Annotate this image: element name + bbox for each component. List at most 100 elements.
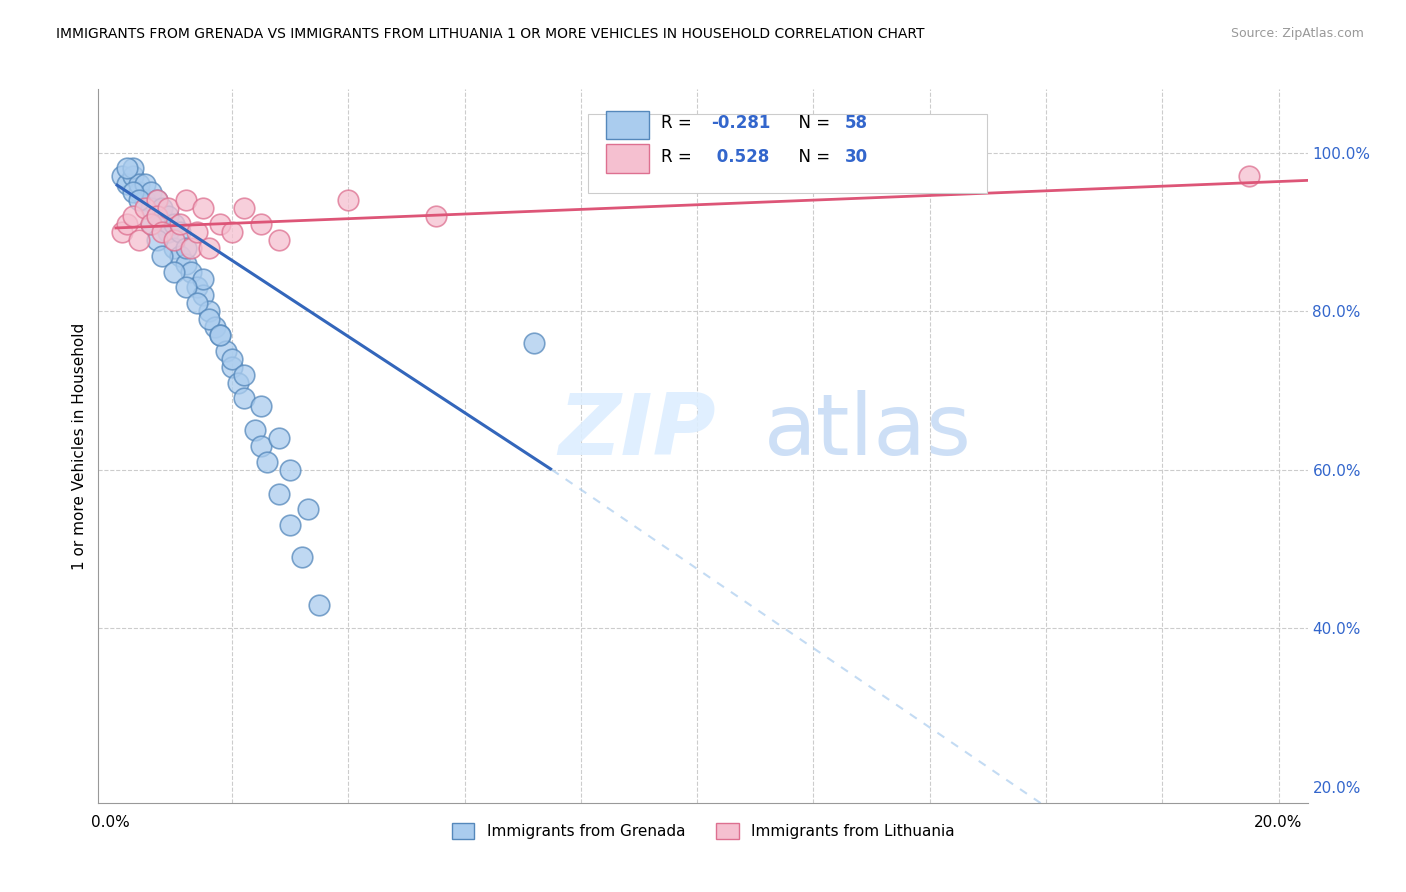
Point — [337, 193, 360, 207]
Point — [180, 241, 202, 255]
Point — [145, 209, 167, 223]
Point — [139, 201, 162, 215]
Point — [150, 217, 173, 231]
Point — [122, 161, 145, 176]
Point — [117, 178, 139, 192]
Point — [256, 455, 278, 469]
Point — [122, 169, 145, 184]
Point — [169, 225, 191, 239]
Point — [128, 178, 150, 192]
Bar — [606, 111, 648, 139]
Point — [250, 439, 273, 453]
Point — [308, 598, 330, 612]
Point — [186, 280, 208, 294]
Point — [139, 217, 162, 231]
Point — [278, 518, 301, 533]
Point — [204, 320, 226, 334]
Point — [169, 217, 191, 231]
Point — [278, 463, 301, 477]
Point — [128, 233, 150, 247]
Point — [145, 233, 167, 247]
Point — [186, 296, 208, 310]
Point — [128, 186, 150, 200]
Point — [111, 225, 134, 239]
Text: atlas: atlas — [763, 390, 972, 474]
Point — [191, 288, 214, 302]
Point — [191, 272, 214, 286]
Point — [145, 209, 167, 223]
Point — [134, 178, 156, 192]
Point — [134, 193, 156, 207]
Point — [117, 161, 139, 176]
Y-axis label: 1 or more Vehicles in Household: 1 or more Vehicles in Household — [72, 322, 87, 570]
Point — [267, 233, 290, 247]
Point — [122, 186, 145, 200]
Point — [198, 304, 221, 318]
Point — [174, 257, 197, 271]
Point — [191, 201, 214, 215]
Point — [198, 241, 221, 255]
Point — [122, 209, 145, 223]
Point — [209, 328, 232, 343]
Point — [174, 193, 197, 207]
Point — [163, 233, 186, 247]
Point — [157, 225, 180, 239]
Text: N =: N = — [787, 114, 835, 132]
Point — [145, 193, 167, 207]
Point — [232, 368, 254, 382]
Point — [267, 431, 290, 445]
Point — [169, 249, 191, 263]
Point — [163, 264, 186, 278]
Text: ZIP: ZIP — [558, 390, 716, 474]
Point — [291, 549, 314, 564]
Point — [1239, 169, 1261, 184]
Point — [221, 225, 243, 239]
Point — [186, 225, 208, 239]
Point — [221, 359, 243, 374]
Text: 0.528: 0.528 — [711, 148, 769, 166]
Text: -0.281: -0.281 — [711, 114, 770, 132]
Point — [157, 209, 180, 223]
Point — [523, 335, 546, 350]
Point — [250, 400, 273, 414]
Point — [150, 225, 173, 239]
Point — [215, 343, 238, 358]
Text: 0.0%: 0.0% — [90, 814, 129, 830]
Point — [174, 280, 197, 294]
Point — [250, 217, 273, 231]
Text: 58: 58 — [845, 114, 868, 132]
Point — [150, 249, 173, 263]
Point — [297, 502, 319, 516]
Point — [150, 201, 173, 215]
Legend: Immigrants from Grenada, Immigrants from Lithuania: Immigrants from Grenada, Immigrants from… — [446, 817, 960, 845]
Point — [145, 193, 167, 207]
Point — [232, 201, 254, 215]
Point — [198, 312, 221, 326]
FancyBboxPatch shape — [588, 114, 987, 193]
Point — [163, 217, 186, 231]
Text: 30: 30 — [845, 148, 868, 166]
Point — [425, 209, 447, 223]
Point — [128, 193, 150, 207]
Text: N =: N = — [787, 148, 835, 166]
Text: IMMIGRANTS FROM GRENADA VS IMMIGRANTS FROM LITHUANIA 1 OR MORE VEHICLES IN HOUSE: IMMIGRANTS FROM GRENADA VS IMMIGRANTS FR… — [56, 27, 925, 41]
Point — [111, 169, 134, 184]
Point — [139, 217, 162, 231]
Point — [163, 241, 186, 255]
Point — [117, 217, 139, 231]
Point — [180, 264, 202, 278]
Point — [232, 392, 254, 406]
Text: R =: R = — [661, 114, 697, 132]
Point — [221, 351, 243, 366]
Text: 20.0%: 20.0% — [1254, 814, 1303, 830]
Text: Source: ZipAtlas.com: Source: ZipAtlas.com — [1230, 27, 1364, 40]
Point — [139, 186, 162, 200]
Point — [157, 201, 180, 215]
Point — [134, 201, 156, 215]
Point — [209, 328, 232, 343]
Point — [174, 241, 197, 255]
Bar — [606, 145, 648, 173]
Point — [267, 486, 290, 500]
Point — [209, 217, 232, 231]
Point — [226, 376, 249, 390]
